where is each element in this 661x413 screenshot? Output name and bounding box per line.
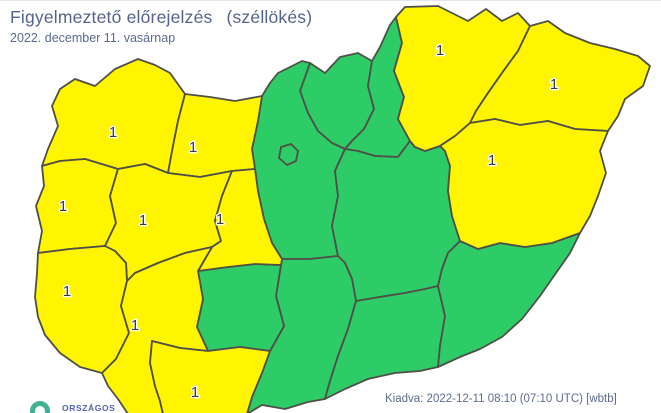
county-hajdu-bihar [439,118,609,250]
county-bekes [437,232,581,368]
page-title-qualifier: (széllökés) [226,7,313,27]
county-komarom-esztergom [167,93,263,178]
warning-level-label-veszprem: 1 [139,212,147,229]
warning-level-label-hajdu-bihar: 1 [488,152,496,169]
warning-level-label-vas: 1 [59,198,67,215]
warning-level-label-somogy: 1 [131,317,139,334]
omsz-logo: ORSZÁGOS [28,400,148,413]
omsz-logo-icon [30,401,50,413]
page-title-main: Figyelmeztető előrejelzés [10,7,213,27]
county-baranya [149,340,271,413]
forecast-date: 2022. december 11. vasárnap [10,31,176,45]
warning-level-label-borsod-abauj-zemplen: 1 [436,42,444,59]
county-fejer [197,168,283,272]
county-tolna [196,263,285,352]
county-gyor-moson-sopron [41,58,186,174]
county-zala [34,245,130,374]
county-csongrad-csanad [324,285,446,400]
warning-level-label-baranya: 1 [191,384,199,401]
county-budapest [278,143,299,166]
warning-level-label-gyor-moson-sopron: 1 [109,124,117,141]
omsz-logo-text: ORSZÁGOS [62,403,116,413]
warning-level-label-zala: 1 [63,283,71,300]
warning-level-label-szabolcs-szatmar-bereg: 1 [550,76,558,93]
warning-level-label-fejer: 1 [216,211,224,228]
county-vas [35,158,119,254]
page-title: Figyelmeztető előrejelzés (széllökés) [10,7,312,28]
issued-timestamp: Kiadva: 2022-12-11 08:10 (07:10 UTC) [wb… [385,393,617,405]
title-block: Figyelmeztető előrejelzés (széllökés) 202… [10,7,312,45]
warning-level-label-komarom-esztergom: 1 [189,139,197,156]
